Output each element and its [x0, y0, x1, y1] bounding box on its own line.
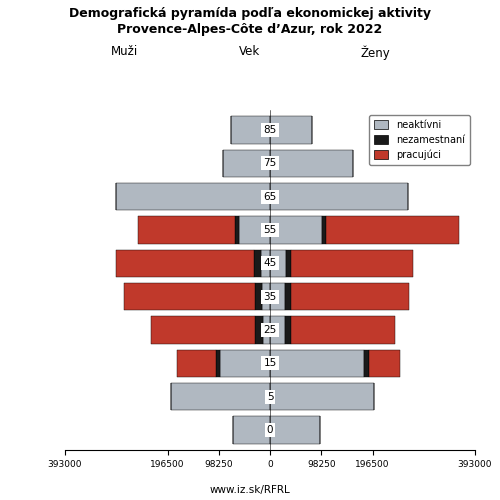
Bar [116, 250, 254, 277]
Bar [256, 316, 262, 344]
Bar [254, 250, 260, 277]
Bar [286, 250, 291, 277]
Text: 35: 35 [264, 292, 276, 302]
Bar [270, 183, 408, 210]
Bar [116, 183, 270, 210]
Bar [364, 350, 369, 377]
Bar [322, 216, 326, 244]
Bar [270, 416, 320, 444]
Text: 5: 5 [266, 392, 274, 402]
Text: Vek: Vek [240, 45, 260, 58]
Bar [284, 283, 292, 310]
Text: 75: 75 [264, 158, 276, 168]
Text: Muži: Muži [112, 45, 138, 58]
Legend: neaktívni, nezamestnaní, pracujúci: neaktívni, nezamestnaní, pracujúci [369, 115, 470, 165]
Text: 65: 65 [264, 192, 276, 202]
Bar [220, 350, 270, 377]
Bar [270, 383, 374, 410]
Bar [255, 283, 262, 310]
Text: Ženy: Ženy [360, 45, 390, 60]
Bar [234, 416, 270, 444]
Bar [177, 350, 216, 377]
Text: Provence-Alpes-Côte d’Azur, rok 2022: Provence-Alpes-Côte d’Azur, rok 2022 [118, 22, 382, 36]
Bar [151, 316, 256, 344]
Bar [238, 216, 270, 244]
Bar [270, 216, 322, 244]
Bar [326, 216, 460, 244]
Bar [262, 316, 270, 344]
Bar [291, 250, 414, 277]
Bar [270, 250, 285, 277]
Bar [369, 350, 400, 377]
Text: www.iz.sk/RFRL: www.iz.sk/RFRL [210, 485, 290, 495]
Text: 25: 25 [264, 325, 276, 335]
Text: 85: 85 [264, 125, 276, 135]
Bar [171, 383, 270, 410]
Text: 45: 45 [264, 258, 276, 268]
Text: Demografická pyramída podľa ekonomickej aktivity: Demografická pyramída podľa ekonomickej … [69, 8, 431, 20]
Bar [223, 150, 270, 177]
Bar [262, 283, 270, 310]
Bar [270, 116, 312, 143]
Text: 55: 55 [264, 225, 276, 235]
Bar [291, 316, 395, 344]
Text: 15: 15 [264, 358, 276, 368]
Bar [234, 216, 238, 244]
Bar [284, 316, 291, 344]
Bar [270, 283, 284, 310]
Text: 0: 0 [267, 425, 273, 435]
Bar [124, 283, 255, 310]
Bar [270, 316, 284, 344]
Bar [292, 283, 409, 310]
Bar [270, 150, 353, 177]
Bar [231, 116, 270, 143]
Bar [260, 250, 270, 277]
Bar [216, 350, 220, 377]
Bar [138, 216, 234, 244]
Bar [270, 350, 364, 377]
